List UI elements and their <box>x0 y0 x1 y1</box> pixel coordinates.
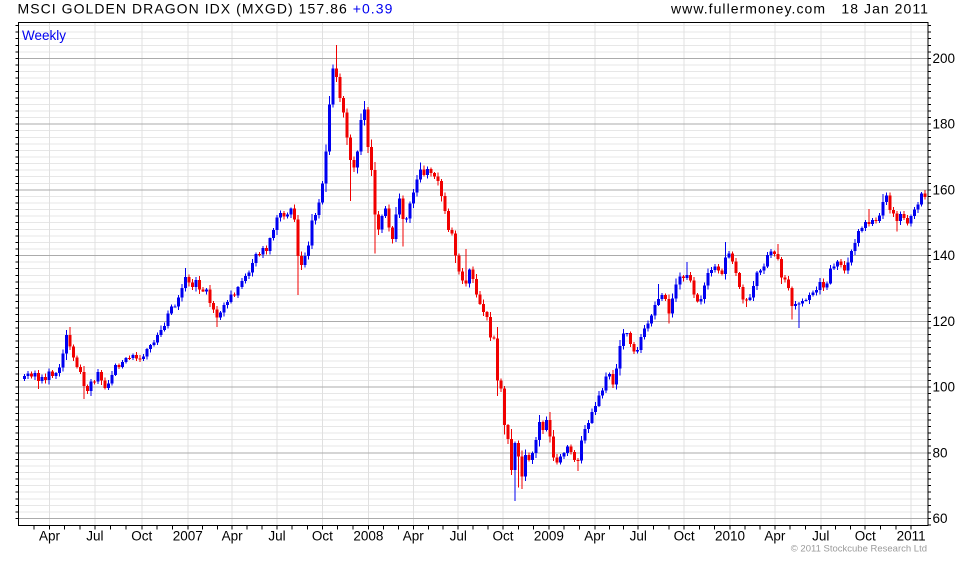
svg-text:200: 200 <box>933 51 956 66</box>
svg-text:2010: 2010 <box>715 529 745 544</box>
svg-text:18 Jan 2011: 18 Jan 2011 <box>841 1 929 17</box>
svg-text:120: 120 <box>933 314 956 329</box>
svg-text:Oct: Oct <box>855 529 876 544</box>
svg-text:2007: 2007 <box>173 529 203 544</box>
svg-text:Apr: Apr <box>584 529 606 544</box>
svg-text:Jul: Jul <box>630 529 647 544</box>
svg-text:Jul: Jul <box>268 529 285 544</box>
svg-text:140: 140 <box>933 248 956 263</box>
svg-text:www.fullermoney.com: www.fullermoney.com <box>670 1 826 17</box>
svg-text:Jul: Jul <box>450 529 467 544</box>
svg-text:Jul: Jul <box>812 529 829 544</box>
svg-text:80: 80 <box>933 445 948 460</box>
svg-text:Weekly: Weekly <box>22 28 66 43</box>
svg-text:Apr: Apr <box>403 529 425 544</box>
svg-text:Apr: Apr <box>39 529 61 544</box>
svg-text:Oct: Oct <box>492 529 513 544</box>
svg-text:Apr: Apr <box>222 529 244 544</box>
svg-text:MSCI GOLDEN DRAGON IDX (MXGD): MSCI GOLDEN DRAGON IDX (MXGD) 157.86 +0.… <box>18 1 394 17</box>
svg-text:100: 100 <box>933 380 956 395</box>
svg-text:Oct: Oct <box>674 529 695 544</box>
svg-text:© 2011 Stockcube Research Ltd: © 2011 Stockcube Research Ltd <box>791 544 927 555</box>
svg-text:160: 160 <box>933 182 956 197</box>
svg-text:2008: 2008 <box>353 529 383 544</box>
svg-text:Jul: Jul <box>86 529 103 544</box>
svg-text:60: 60 <box>933 511 948 526</box>
svg-text:180: 180 <box>933 117 956 132</box>
svg-text:Oct: Oct <box>131 529 152 544</box>
svg-text:Apr: Apr <box>764 529 786 544</box>
svg-text:2011: 2011 <box>897 529 926 544</box>
svg-text:2009: 2009 <box>534 529 564 544</box>
svg-text:Oct: Oct <box>312 529 333 544</box>
